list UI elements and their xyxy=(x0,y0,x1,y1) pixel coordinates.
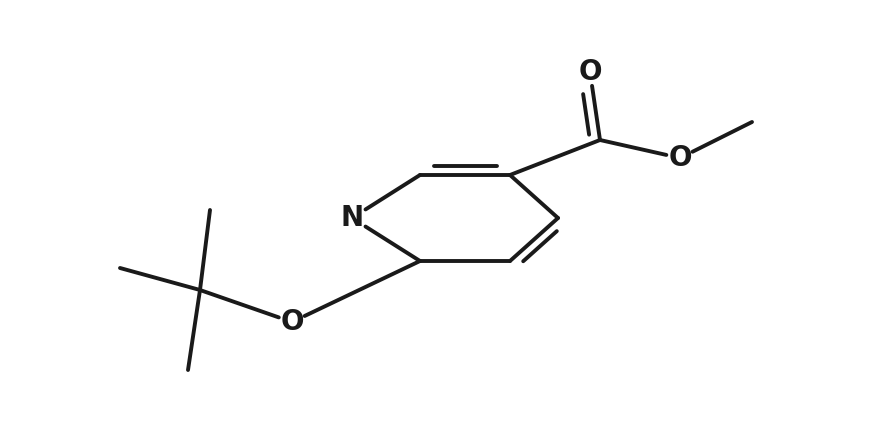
Text: O: O xyxy=(578,58,602,86)
Text: O: O xyxy=(280,308,304,336)
Text: O: O xyxy=(668,144,692,172)
Text: N: N xyxy=(340,204,363,232)
